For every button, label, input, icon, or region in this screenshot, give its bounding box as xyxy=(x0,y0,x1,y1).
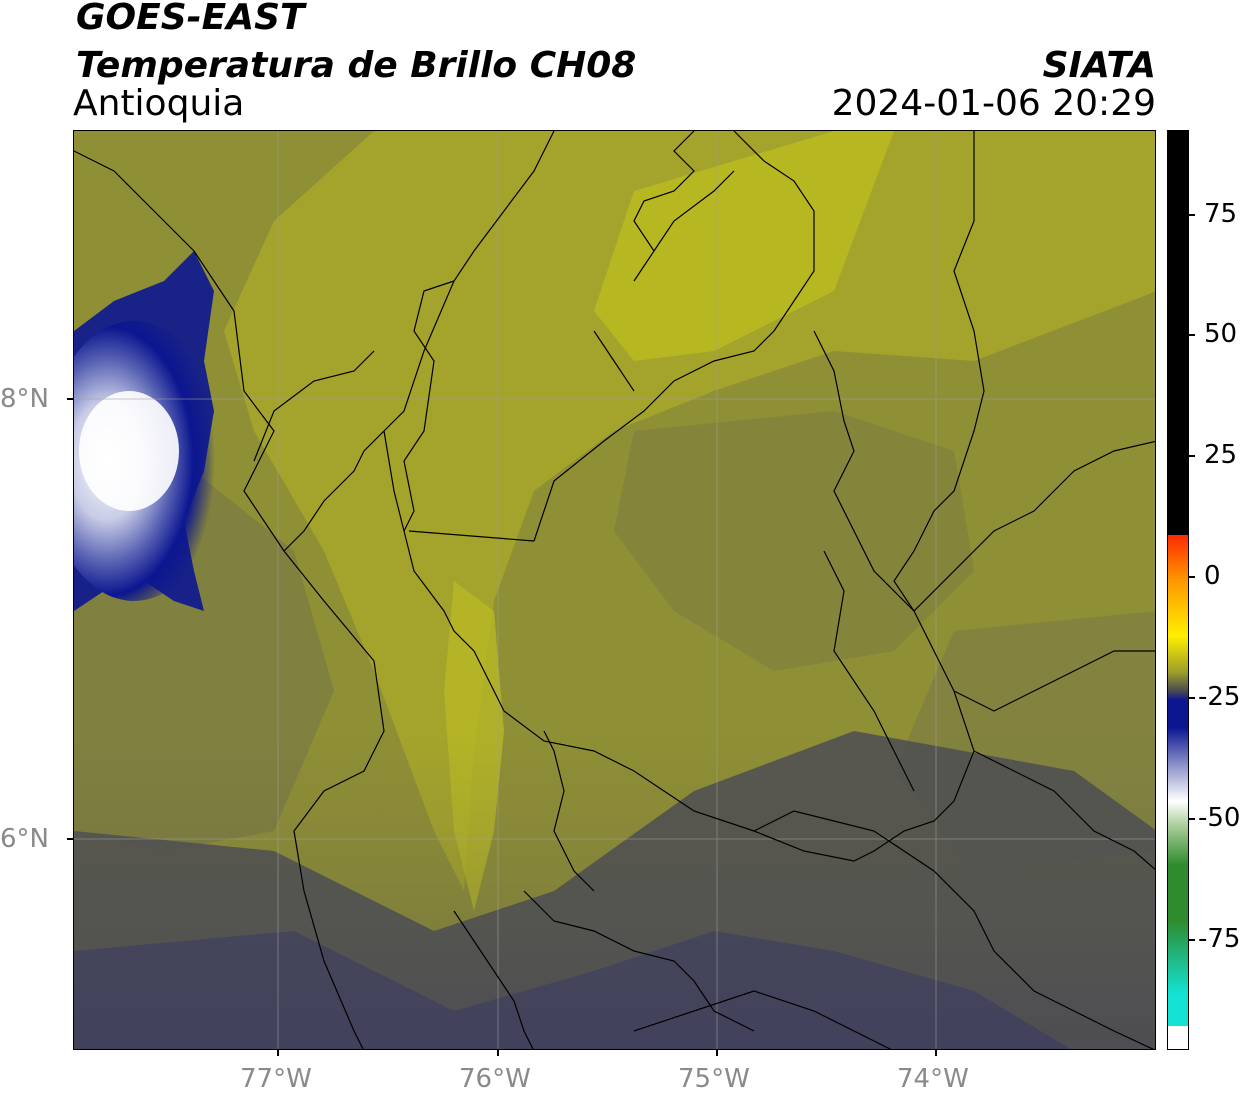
satellite-title: GOES-EAST xyxy=(76,0,305,38)
colorbar-tick-minus50 xyxy=(1189,818,1195,820)
colorbar-label-minus50: -50 xyxy=(1198,803,1241,833)
lon-tick-74w xyxy=(935,1050,937,1056)
product-title: Temperatura de Brillo CH08 xyxy=(76,45,637,86)
lon-tick-75w xyxy=(716,1050,718,1056)
lat-label-8n: 8°N xyxy=(0,384,49,414)
temperature-colorbar xyxy=(1167,130,1189,1050)
colorbar-tick-50 xyxy=(1189,334,1195,336)
colorbar-label-minus25: -25 xyxy=(1198,682,1241,712)
lon-tick-76w xyxy=(497,1050,499,1056)
colorbar-label-50: 50 xyxy=(1204,319,1238,349)
colorbar-label-minus75: -75 xyxy=(1198,924,1241,954)
lat-tick-6n xyxy=(67,838,73,840)
brightness-temperature-field xyxy=(74,131,1155,1049)
lon-label-74w: 74°W xyxy=(897,1064,969,1094)
agency-title: SIATA xyxy=(1042,45,1156,86)
colorbar-label-25: 25 xyxy=(1204,440,1238,470)
colorbar-tick-minus75 xyxy=(1189,939,1195,941)
satellite-map[interactable] xyxy=(73,130,1156,1050)
colorbar-tick-0 xyxy=(1189,576,1195,578)
colorbar-tick-minus25 xyxy=(1189,697,1195,699)
colorbar-tick-75 xyxy=(1189,214,1195,216)
lon-tick-77w xyxy=(277,1050,279,1056)
colorbar-tick-25 xyxy=(1189,455,1195,457)
datetime-title: 2024-01-06 20:29 xyxy=(831,83,1156,124)
administrative-borders xyxy=(74,131,1155,1049)
gridlines xyxy=(74,131,1155,1049)
colorbar-label-0: 0 xyxy=(1204,561,1221,591)
lon-label-75w: 75°W xyxy=(678,1064,750,1094)
lon-label-77w: 77°W xyxy=(240,1064,312,1094)
region-title: Antioquia xyxy=(73,83,245,124)
lat-tick-8n xyxy=(67,398,73,400)
lat-label-6n: 6°N xyxy=(0,824,49,854)
lon-label-76w: 76°W xyxy=(459,1064,531,1094)
colorbar-label-75: 75 xyxy=(1204,199,1238,229)
